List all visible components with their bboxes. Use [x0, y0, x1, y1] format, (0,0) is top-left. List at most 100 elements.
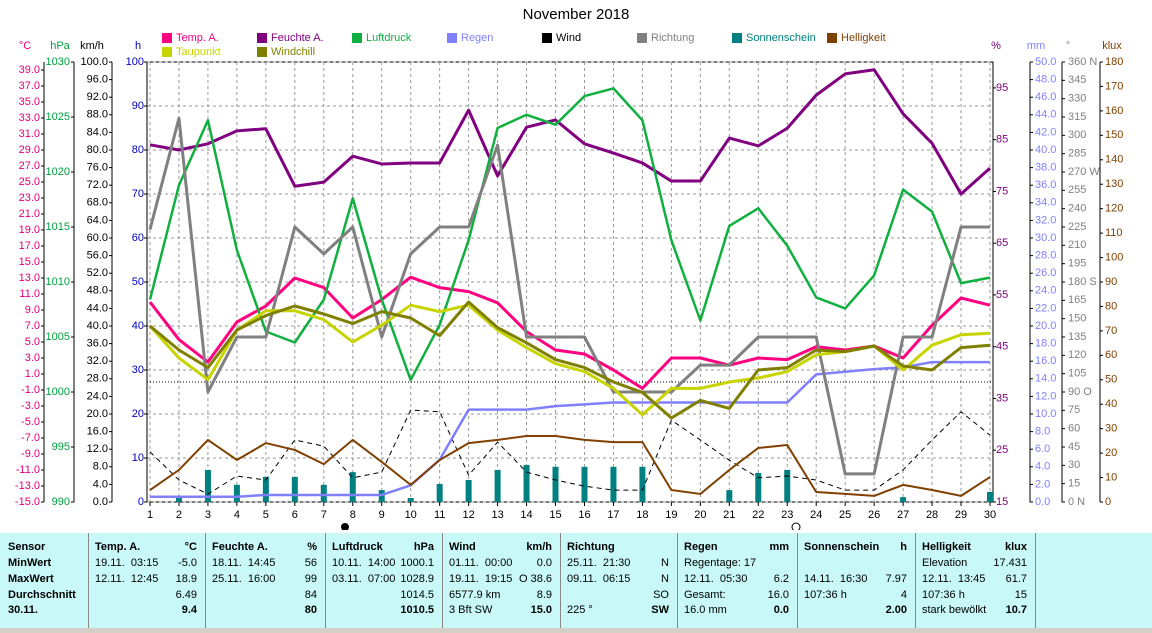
cell-value: 1010.5 [400, 604, 434, 616]
y-tick-label: 8.0 [93, 461, 108, 473]
bar [755, 472, 762, 502]
legend-swatch [732, 33, 742, 43]
y-tick-label: 285 [1068, 148, 1086, 160]
x-tick-label: 7 [321, 509, 327, 521]
y-tick-label: 50 [132, 276, 144, 288]
y-tick-label: 315 [1068, 111, 1086, 123]
y-tick-label: 20.0 [87, 408, 108, 420]
cell-text: 19.11. 19:15 [449, 573, 513, 585]
legend-swatch [447, 33, 457, 43]
x-tick-label: 21 [723, 509, 735, 521]
x-tick-label: 2 [176, 509, 182, 521]
y-tick-label: 24.0 [87, 390, 108, 402]
y-tick-label: 50.0 [1035, 56, 1056, 68]
y-tick-label: 240 [1068, 203, 1086, 215]
cell-value: SW [651, 604, 669, 616]
legend-swatch [827, 33, 837, 43]
y-tick-label: 2.0 [1035, 478, 1050, 490]
y-tick-label: 30 [1105, 423, 1117, 435]
bar [204, 469, 211, 502]
y-tick-label: -5.0 [21, 416, 40, 428]
y-tick-label: 40 [132, 320, 144, 332]
legend-swatch [542, 33, 552, 43]
y-tick-label: 150 [1105, 129, 1123, 141]
cell-value: N [661, 557, 669, 569]
column-title: Regen [684, 541, 718, 553]
column-unit: klux [1004, 541, 1027, 553]
y-tick-label: 990 [52, 496, 70, 508]
y-tick-label: 12.0 [1035, 390, 1056, 402]
x-tick-label: 9 [379, 509, 385, 521]
column-separator [560, 533, 561, 628]
axis-unit: km/h [80, 40, 104, 52]
y-tick-label: -9.0 [21, 448, 40, 460]
y-tick-label: 31.0 [19, 128, 40, 140]
y-tick-label: 80 [132, 144, 144, 156]
y-tick-label: 75 [1068, 404, 1080, 416]
cell-text: 3 Bft SW [449, 604, 493, 616]
y-tick-label: 30.0 [1035, 232, 1056, 244]
series-line [148, 87, 991, 382]
y-tick-label: 23.0 [19, 192, 40, 204]
axis-unit: % [991, 40, 1001, 52]
y-tick-label: 40.0 [1035, 144, 1056, 156]
bar [291, 476, 298, 502]
column-unit: % [307, 541, 317, 553]
legend-label: Sonnenschein [746, 32, 816, 44]
y-tick-label: 42.0 [1035, 126, 1056, 138]
y-tick-label: 1.0 [25, 368, 40, 380]
cell-value: 1028.9 [400, 573, 434, 585]
x-tick-label: 23 [781, 509, 793, 521]
y-tick-label: 180 S [1068, 276, 1097, 288]
y-tick-label: 45 [1068, 441, 1080, 453]
legend-label: Temp. A. [176, 32, 219, 44]
legend-label: Windchill [271, 46, 315, 58]
legend-swatch [162, 47, 172, 57]
y-tick-label: 40.0 [87, 320, 108, 332]
y-tick-label: 90 O [1068, 386, 1092, 398]
x-tick-label: 28 [926, 509, 938, 521]
y-tick-label: 9.0 [25, 304, 40, 316]
series-line [149, 409, 991, 495]
y-tick-label: 110 [1105, 227, 1123, 239]
y-tick-label: 140 [1105, 154, 1123, 166]
y-tick-label: 12.0 [87, 443, 108, 455]
y-tick-label: 25 [996, 444, 1008, 456]
y-tick-label: 50 [1105, 374, 1117, 386]
x-tick-label: 27 [897, 509, 909, 521]
y-tick-label: 10 [1105, 471, 1117, 483]
y-tick-label: 34.0 [1035, 197, 1056, 209]
column-separator [88, 533, 89, 628]
row-label: 30.11. [8, 604, 38, 616]
y-tick-label: -11.0 [16, 464, 40, 476]
y-tick-label: 225 [1068, 221, 1086, 233]
y-tick-label: 27.0 [19, 160, 40, 172]
y-tick-label: 0.0 [93, 496, 108, 508]
moon-icon [341, 523, 349, 530]
column-separator [915, 533, 916, 628]
bar [320, 484, 327, 502]
cell-value: 8.9 [536, 589, 552, 601]
column-separator [205, 533, 206, 628]
x-tick-label: 25 [839, 509, 851, 521]
y-tick-label: 60 [1068, 423, 1080, 435]
cell-value: 1000.1 [400, 557, 434, 569]
cell-value: -5.0 [178, 557, 197, 569]
y-tick-label: 96.0 [87, 74, 108, 86]
y-tick-label: 90 [132, 100, 144, 112]
y-tick-label: 30 [1068, 459, 1080, 471]
cell-text: 107:36 h [804, 589, 847, 601]
x-tick-label: 17 [607, 509, 619, 521]
cell-value: 80 [304, 604, 317, 616]
axis-unit: klux [1102, 40, 1122, 52]
y-tick-label: 75 [996, 185, 1008, 197]
y-tick-label: 100 [126, 56, 144, 68]
cell-text: 25.11. 16:00 [212, 573, 276, 585]
y-tick-label: 35.0 [19, 96, 40, 108]
axis-unit: hPa [50, 40, 70, 52]
y-tick-label: 72.0 [87, 179, 108, 191]
y-tick-label: 36.0 [87, 338, 108, 350]
y-tick-label: 46.0 [1035, 91, 1056, 103]
y-tick-label: 48.0 [1035, 74, 1056, 86]
y-tick-label: 13.0 [19, 272, 40, 284]
